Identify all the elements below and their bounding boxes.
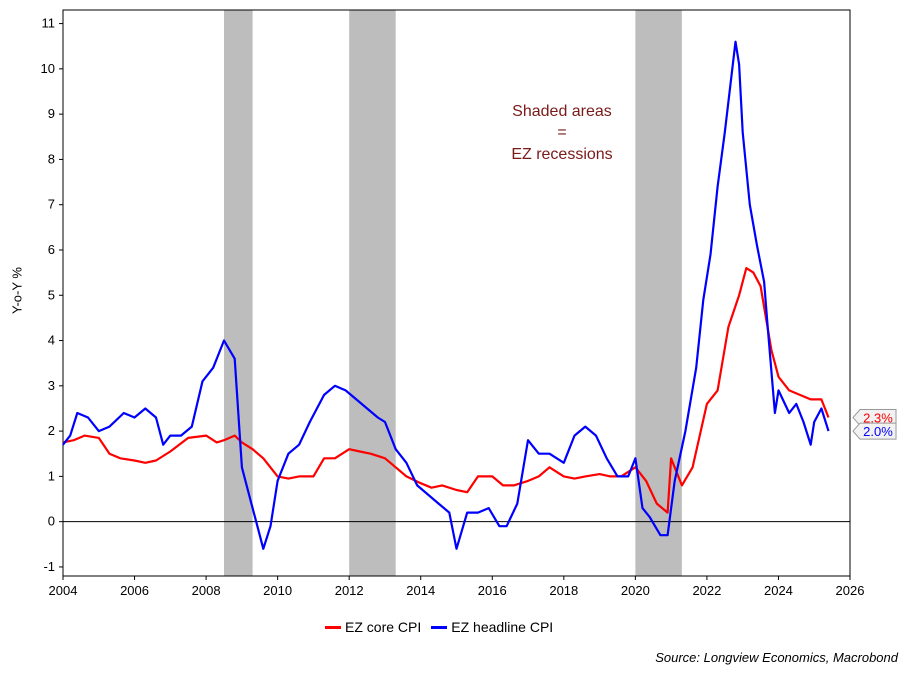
series-line-0 bbox=[62, 267, 830, 514]
recession-band-2 bbox=[635, 10, 682, 576]
source-note: Source: Longview Economics, Macrobond bbox=[655, 650, 898, 665]
x-tick-label: 2026 bbox=[836, 583, 865, 598]
x-tick-label: 2012 bbox=[335, 583, 364, 598]
end-label-0: 2.3% bbox=[863, 411, 893, 426]
tick-layer: -1 0 1 2 3 4 5 6 7 8 9 10 11 2004 2006 2008 2010 2012 2014… bbox=[41, 16, 865, 598]
plot-frame bbox=[62, 9, 851, 577]
x-tick-label: 2022 bbox=[692, 583, 721, 598]
recession-band-0 bbox=[223, 10, 253, 576]
legend-item-headline: EZ headline CPI bbox=[431, 619, 553, 635]
legend-swatch-core bbox=[325, 625, 341, 629]
y-tick-label: 4 bbox=[48, 333, 55, 348]
axis-frame bbox=[62, 9, 851, 577]
legend: EZ core CPI EZ headline CPI bbox=[325, 616, 563, 638]
end-label-layer: 2.3%2.0% bbox=[852, 409, 897, 440]
x-tick-label: 2006 bbox=[120, 583, 149, 598]
recession-shading-layer bbox=[223, 10, 682, 576]
y-tick-label: 8 bbox=[48, 151, 55, 166]
legend-label-core: EZ core CPI bbox=[345, 619, 422, 635]
recession-band-1 bbox=[349, 10, 396, 576]
legend-item-core: EZ core CPI bbox=[325, 619, 421, 635]
y-tick-label: 1 bbox=[48, 468, 55, 483]
y-tick-label: -1 bbox=[43, 559, 55, 574]
annotation-layer: Shaded areas = EZ recessions bbox=[511, 103, 612, 163]
series-layer bbox=[62, 40, 830, 550]
y-tick-label: 7 bbox=[48, 197, 55, 212]
y-tick-label: 6 bbox=[48, 242, 55, 257]
x-tick-label: 2020 bbox=[621, 583, 650, 598]
end-label-1: 2.0% bbox=[863, 424, 893, 439]
annotation-line-2: = bbox=[557, 124, 566, 141]
series-line-1 bbox=[62, 40, 830, 550]
x-tick-label: 2018 bbox=[549, 583, 578, 598]
y-tick-label: 3 bbox=[48, 378, 55, 393]
x-tick-label: 2008 bbox=[192, 583, 221, 598]
end-label-box-1 bbox=[852, 422, 897, 440]
y-tick-label: 11 bbox=[42, 16, 56, 31]
legend-swatch-headline bbox=[431, 625, 448, 629]
annotation-line-3: EZ recessions bbox=[511, 146, 612, 163]
x-tick-label: 2024 bbox=[764, 583, 793, 598]
y-tick-label: 5 bbox=[48, 287, 55, 302]
x-tick-label: 2016 bbox=[478, 583, 507, 598]
y-axis-label: Y-o-Y % bbox=[9, 267, 25, 314]
x-tick-label: 2014 bbox=[406, 583, 435, 598]
y-tick-label: 9 bbox=[48, 106, 55, 121]
y-tick-label: 10 bbox=[41, 61, 55, 76]
x-tick-label: 2004 bbox=[49, 583, 78, 598]
legend-label-headline: EZ headline CPI bbox=[451, 619, 554, 635]
annotation-line-1: Shaded areas bbox=[512, 103, 612, 120]
y-tick-label: 2 bbox=[48, 423, 55, 438]
y-tick-label: 0 bbox=[48, 514, 55, 529]
x-tick-label: 2010 bbox=[263, 583, 292, 598]
